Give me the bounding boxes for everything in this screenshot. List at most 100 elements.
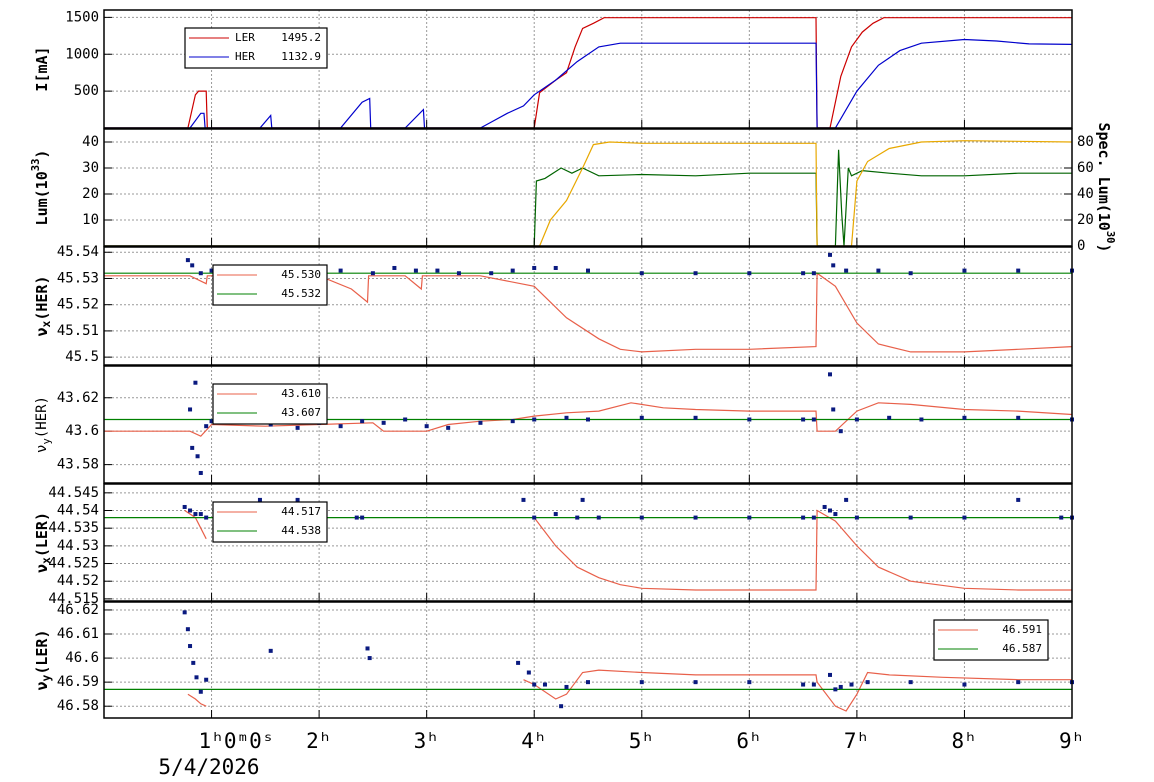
panel-frame bbox=[103, 246, 1073, 366]
data-point bbox=[693, 680, 698, 685]
data-point bbox=[586, 417, 590, 422]
data-point bbox=[182, 610, 187, 615]
data-point bbox=[478, 420, 483, 425]
data-point bbox=[831, 407, 836, 412]
series-line bbox=[104, 38, 1073, 129]
data-point bbox=[811, 682, 816, 687]
data-point bbox=[413, 268, 418, 273]
data-point bbox=[510, 268, 515, 273]
data-point bbox=[204, 515, 209, 520]
data-point bbox=[182, 504, 187, 509]
y-axis-label-rest: (LER) bbox=[33, 512, 51, 557]
y2-tick-label: 40 bbox=[1077, 186, 1094, 202]
data-point bbox=[639, 271, 644, 276]
legend-label: 43.610 bbox=[281, 387, 321, 400]
data-point bbox=[564, 684, 569, 689]
data-point bbox=[553, 265, 558, 270]
y-axis-label-rest: (LER) bbox=[33, 630, 51, 675]
x-tick-label: 5ʰ bbox=[629, 729, 654, 753]
data-point bbox=[639, 415, 644, 420]
data-point bbox=[188, 508, 193, 513]
data-point bbox=[844, 497, 849, 502]
data-point bbox=[381, 420, 386, 425]
y-axis-label-main: I[mA] bbox=[33, 46, 51, 91]
x-tick-label: 3ʰ bbox=[414, 729, 439, 753]
data-point bbox=[542, 682, 547, 687]
data-point bbox=[193, 380, 198, 385]
y-tick-label: 46.58 bbox=[57, 698, 99, 714]
data-point bbox=[532, 682, 537, 687]
data-point bbox=[962, 515, 967, 520]
x-tick-label: 6ʰ bbox=[736, 729, 761, 753]
data-point bbox=[185, 627, 190, 632]
data-point bbox=[516, 660, 521, 665]
data-point bbox=[198, 470, 203, 475]
data-point bbox=[575, 515, 580, 520]
y-axis-label: νx(LER) bbox=[33, 512, 54, 573]
data-point bbox=[838, 684, 843, 689]
data-point bbox=[908, 271, 913, 276]
data-point bbox=[811, 271, 816, 276]
data-point bbox=[1016, 415, 1021, 420]
data-point bbox=[198, 271, 203, 276]
y-axis-label: Lum(1033) bbox=[30, 150, 51, 226]
y2-axis-label-main: Spec. Lum(10 bbox=[1096, 122, 1114, 230]
y-tick-label: 44.545 bbox=[48, 485, 99, 501]
data-point bbox=[828, 508, 832, 513]
y-axis-label: νx(HER) bbox=[33, 276, 54, 337]
y-tick-label: 44.525 bbox=[48, 556, 99, 572]
y-axis-label: νy(LER) bbox=[33, 630, 54, 691]
y-tick-label: 45.53 bbox=[57, 270, 99, 286]
legend-label: 46.591 bbox=[1002, 623, 1042, 636]
data-point bbox=[693, 415, 698, 420]
data-point bbox=[338, 424, 343, 429]
data-point bbox=[844, 268, 849, 273]
x-tick-label: 8ʰ bbox=[951, 729, 976, 753]
data-point bbox=[553, 512, 558, 517]
y2-tick-label: 60 bbox=[1077, 160, 1094, 176]
data-point bbox=[424, 424, 429, 429]
y-tick-label: 10 bbox=[82, 212, 99, 228]
data-point bbox=[526, 670, 531, 675]
y-axis-label-sub: x bbox=[40, 320, 53, 327]
y-axis-label-main: ν bbox=[33, 564, 51, 573]
data-point bbox=[838, 429, 843, 434]
y2-axis-label-rest: ) bbox=[1096, 244, 1114, 253]
data-point bbox=[564, 415, 569, 420]
data-point bbox=[854, 515, 859, 520]
data-point bbox=[367, 656, 372, 661]
y-tick-label: 1500 bbox=[65, 9, 99, 25]
data-point bbox=[586, 268, 590, 273]
data-point bbox=[831, 263, 836, 268]
panel-frame bbox=[103, 128, 1073, 247]
legend-label: HER bbox=[235, 50, 255, 63]
data-point bbox=[191, 660, 196, 665]
data-point bbox=[338, 268, 343, 273]
y-axis-label-rest: (HER) bbox=[33, 276, 51, 321]
x-date-label: 5/4/2026 bbox=[158, 755, 259, 779]
y-tick-label: 44.54 bbox=[57, 503, 99, 519]
series-line bbox=[104, 17, 1072, 129]
data-point bbox=[403, 417, 408, 422]
legend-box bbox=[933, 619, 1049, 661]
legend-box bbox=[212, 383, 328, 425]
y-tick-label: 46.6 bbox=[65, 650, 99, 666]
data-point bbox=[828, 372, 832, 377]
y-axis-label-main: Lum(10 bbox=[33, 171, 51, 225]
data-point bbox=[295, 425, 300, 430]
y2-tick-label: 80 bbox=[1077, 134, 1094, 150]
data-point bbox=[887, 415, 892, 420]
x-tick-label: 9ʰ bbox=[1059, 729, 1084, 753]
data-point bbox=[747, 271, 752, 276]
data-point bbox=[435, 268, 440, 273]
data-point bbox=[828, 672, 832, 677]
data-point bbox=[833, 512, 838, 517]
y-tick-label: 45.52 bbox=[57, 297, 99, 313]
data-point bbox=[854, 417, 859, 422]
y2-tick-label: 20 bbox=[1077, 212, 1094, 228]
data-point bbox=[489, 271, 494, 276]
data-point bbox=[257, 497, 262, 502]
y2-tick-label: 0 bbox=[1077, 238, 1085, 254]
y-tick-label: 44.52 bbox=[57, 573, 99, 589]
